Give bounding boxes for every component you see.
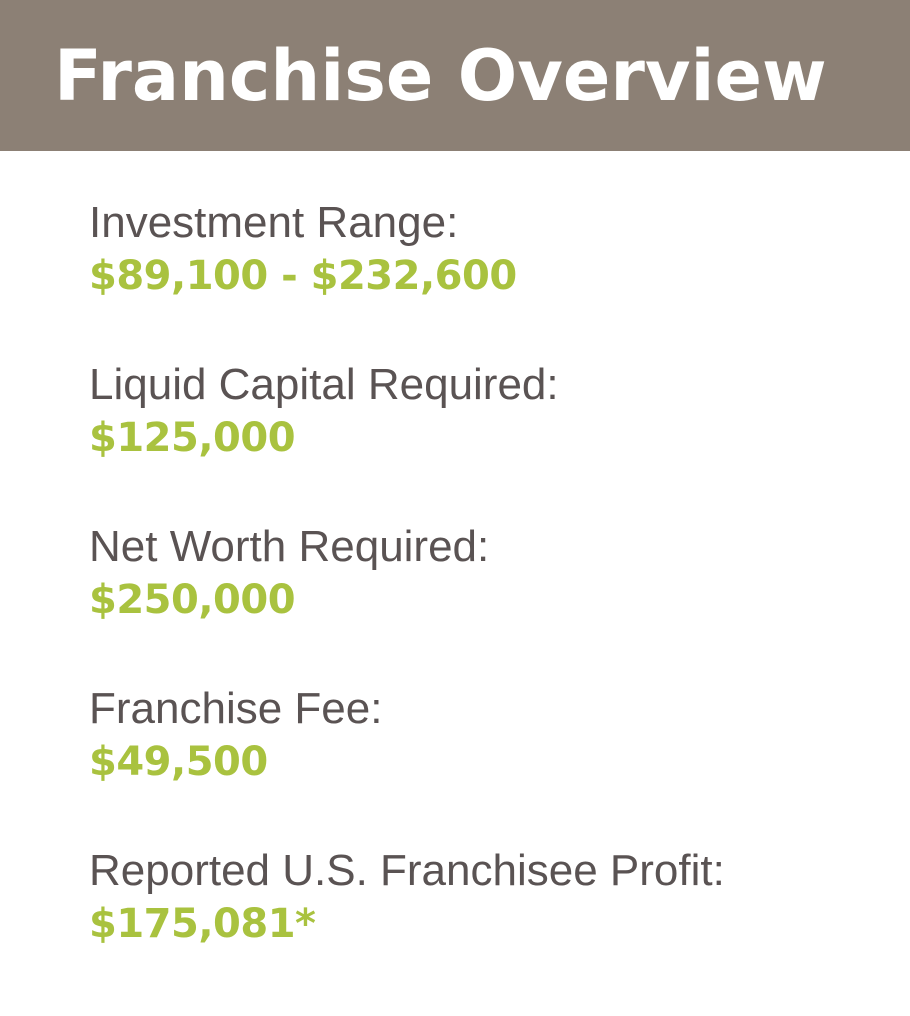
investment-range-item: Investment Range: $89,100 - $232,600 (89, 196, 889, 358)
liquid-capital-value: $125,000 (89, 415, 296, 461)
net-worth-item: Net Worth Required: $250,000 (89, 520, 889, 682)
franchise-fee-label: Franchise Fee: (89, 684, 383, 733)
liquid-capital-item: Liquid Capital Required: $125,000 (89, 358, 889, 520)
investment-range-label: Investment Range: (89, 198, 459, 247)
franchise-fee-value: $49,500 (89, 739, 268, 785)
net-worth-label: Net Worth Required: (89, 522, 490, 571)
franchisee-profit-value: $175,081* (89, 901, 316, 947)
franchisee-profit-label: Reported U.S. Franchisee Profit: (89, 846, 725, 895)
overview-list: Investment Range: $89,100 - $232,600 Liq… (89, 196, 889, 1006)
franchise-fee-item: Franchise Fee: $49,500 (89, 682, 889, 844)
investment-range-value: $89,100 - $232,600 (89, 253, 517, 299)
liquid-capital-label: Liquid Capital Required: (89, 360, 559, 409)
page-title: Franchise Overview (54, 35, 827, 117)
franchisee-profit-item: Reported U.S. Franchisee Profit: $175,08… (89, 844, 889, 1006)
header-banner: Franchise Overview (0, 0, 910, 151)
net-worth-value: $250,000 (89, 577, 296, 623)
